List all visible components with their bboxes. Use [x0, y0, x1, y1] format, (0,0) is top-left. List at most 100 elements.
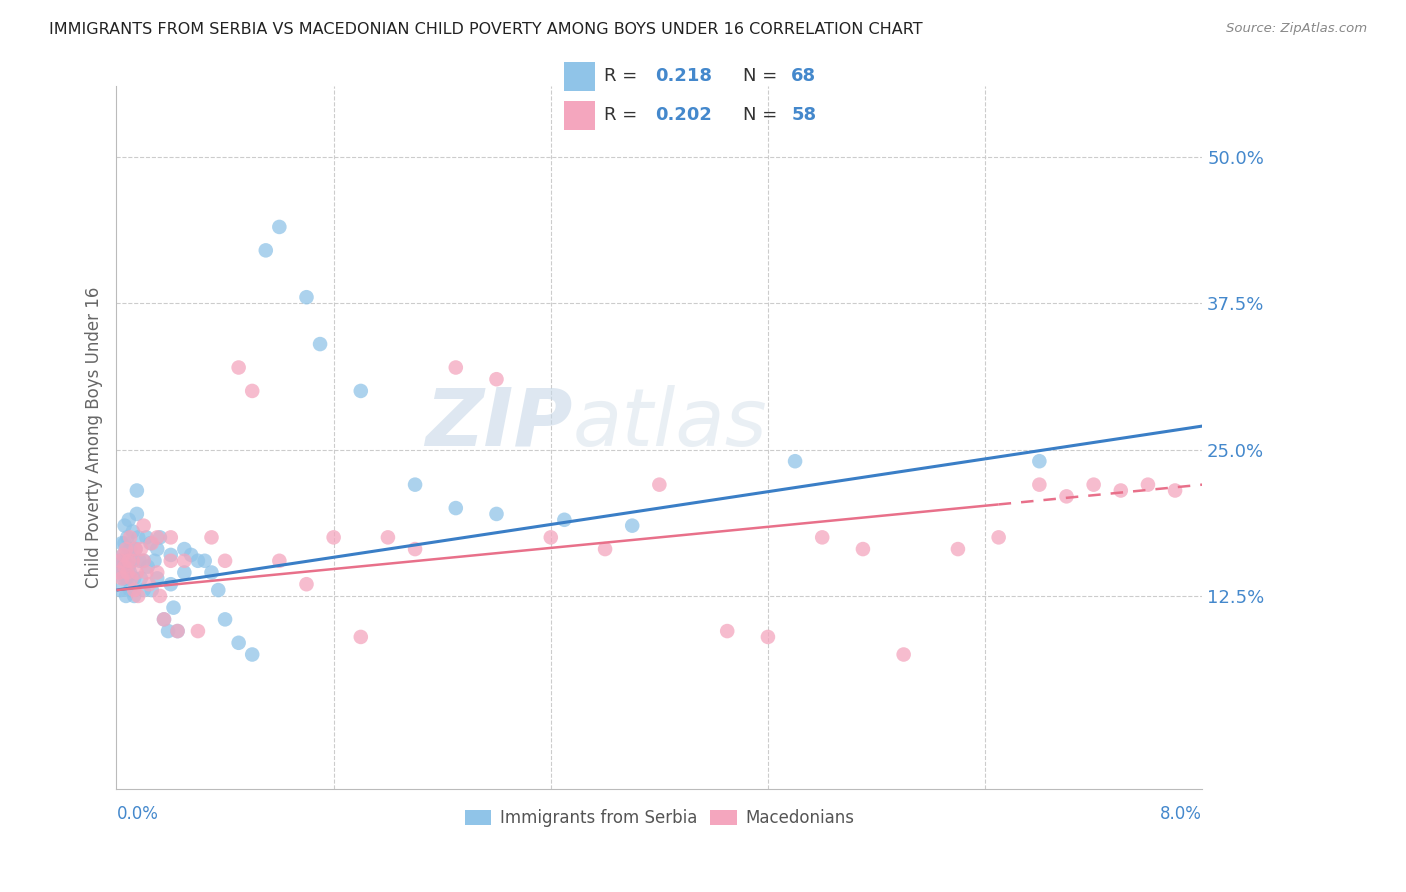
Point [122, 583, 145, 598]
Point [240, 384, 263, 398]
Point [187, 624, 209, 638]
Text: 58: 58 [792, 106, 817, 124]
Point [146, 571, 169, 585]
Point [112, 571, 135, 585]
Point [120, 583, 142, 598]
Point [127, 530, 149, 544]
Point [200, 566, 222, 580]
Point [159, 548, 181, 562]
Point [120, 542, 142, 557]
Point [111, 559, 134, 574]
Point [120, 530, 142, 544]
Point [159, 577, 181, 591]
Point [120, 571, 142, 585]
Point [404, 542, 426, 557]
Point [200, 530, 222, 544]
Point [114, 554, 136, 568]
Point [135, 566, 157, 580]
Point [108, 566, 131, 580]
Point [322, 530, 344, 544]
Point [852, 542, 875, 557]
Legend: Immigrants from Serbia, Macedonians: Immigrants from Serbia, Macedonians [458, 802, 860, 834]
Point [485, 372, 508, 386]
Point [117, 566, 139, 580]
FancyBboxPatch shape [564, 101, 595, 130]
Point [444, 360, 467, 375]
Point [121, 554, 143, 568]
Point [166, 624, 188, 638]
Text: N =: N = [742, 68, 783, 86]
Point [138, 577, 160, 591]
Point [122, 589, 145, 603]
Text: 0.218: 0.218 [655, 68, 711, 86]
Point [157, 624, 180, 638]
Point [132, 554, 155, 568]
Text: Source: ZipAtlas.com: Source: ZipAtlas.com [1226, 22, 1367, 36]
Text: R =: R = [603, 106, 648, 124]
Point [207, 583, 229, 598]
Point [129, 571, 152, 585]
Point [716, 624, 738, 638]
Point [125, 507, 148, 521]
Point [593, 542, 616, 557]
Point [110, 583, 132, 598]
Point [115, 542, 138, 557]
Point [162, 600, 184, 615]
Text: N =: N = [742, 106, 783, 124]
Point [350, 630, 373, 644]
Text: R =: R = [603, 68, 648, 86]
Point [946, 542, 969, 557]
Point [117, 548, 139, 562]
Point [110, 554, 132, 568]
Point [136, 559, 159, 574]
Point [118, 554, 141, 568]
Y-axis label: Child Poverty Among Boys Under 16: Child Poverty Among Boys Under 16 [86, 287, 103, 589]
Point [1136, 477, 1159, 491]
Point [141, 536, 163, 550]
Text: atlas: atlas [572, 384, 768, 463]
Point [127, 589, 149, 603]
Point [159, 530, 181, 544]
Point [1028, 454, 1050, 468]
Point [114, 536, 136, 550]
Point [114, 559, 136, 574]
Point [121, 524, 143, 539]
Text: 68: 68 [792, 68, 817, 86]
Point [149, 530, 172, 544]
Point [114, 518, 136, 533]
Point [146, 566, 169, 580]
Point [132, 518, 155, 533]
Point [350, 384, 373, 398]
Point [173, 542, 195, 557]
Point [118, 559, 141, 574]
Point [173, 566, 195, 580]
Point [444, 501, 467, 516]
Point [120, 566, 142, 580]
Point [141, 583, 163, 598]
Point [783, 454, 806, 468]
Point [112, 548, 135, 562]
Point [121, 554, 143, 568]
Point [125, 566, 148, 580]
Point [553, 513, 575, 527]
Point [540, 530, 562, 544]
Point [756, 630, 779, 644]
Point [111, 571, 134, 585]
Point [117, 530, 139, 544]
Text: 0.202: 0.202 [655, 106, 711, 124]
Text: ZIP: ZIP [425, 384, 572, 463]
Point [122, 571, 145, 585]
Point [139, 536, 162, 550]
Point [404, 477, 426, 491]
Point [240, 648, 263, 662]
Point [180, 548, 202, 562]
Point [295, 290, 318, 304]
Point [228, 636, 250, 650]
Point [811, 530, 834, 544]
Point [124, 542, 146, 557]
Point [135, 530, 157, 544]
Point [110, 566, 132, 580]
Point [115, 589, 138, 603]
Point [128, 554, 150, 568]
Point [295, 577, 318, 591]
